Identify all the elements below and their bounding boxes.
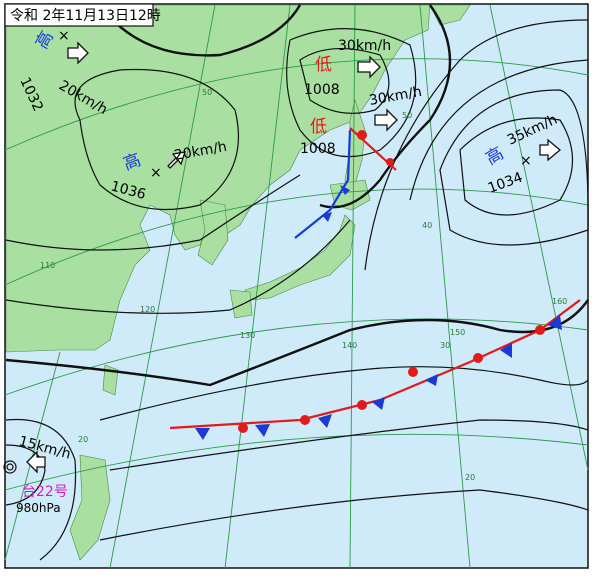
grid-line (349, 4, 356, 569)
grid-labels: 50 50 40 30 20 20 110 120 130 140 150 16… (40, 88, 567, 482)
stationary-front (169, 299, 581, 430)
front-mark (500, 343, 512, 358)
front-mark (425, 374, 438, 386)
grid-line (4, 188, 589, 286)
arrow (167, 151, 186, 169)
grid-label: 110 (40, 261, 55, 270)
grid-label: 50 (402, 111, 412, 120)
front-mark (238, 423, 248, 433)
center-mark: × (58, 28, 70, 44)
front-mark (548, 315, 562, 330)
front-mark (372, 397, 385, 410)
isobar (109, 419, 589, 471)
front-mark (357, 130, 367, 140)
grid-label: 20 (465, 473, 475, 482)
isobar (5, 444, 46, 506)
grid-label: 50 (202, 88, 212, 97)
isobar (74, 68, 239, 211)
title: 令和 2年11月13日12時 (10, 8, 161, 24)
isobar (99, 489, 589, 541)
grid-label: 30 (440, 341, 450, 350)
cold-front (294, 129, 352, 239)
front-mark (322, 212, 332, 222)
isobar (99, 4, 302, 57)
isobar (439, 89, 589, 246)
fronts (169, 127, 581, 440)
taiwan (102, 364, 119, 396)
pressure: 1008 (300, 141, 336, 157)
grid-line (224, 4, 291, 569)
center-mark: × (520, 153, 532, 169)
isobar (319, 4, 452, 209)
isobar (299, 48, 390, 114)
front-mark (535, 325, 545, 335)
arrow (357, 55, 381, 79)
grid-line (4, 58, 589, 151)
grid-label: 140 (342, 341, 357, 350)
high-label: 高 (121, 150, 144, 175)
front-mark (255, 424, 270, 437)
typhoon-center (3, 460, 17, 474)
front-mark (300, 415, 310, 425)
grid-line (419, 4, 471, 569)
grid-label: 20 (78, 435, 88, 444)
front-mark (473, 353, 483, 363)
isobar (286, 28, 417, 158)
front-mark (318, 414, 332, 428)
isobar (5, 219, 351, 314)
arrow (374, 108, 398, 132)
grid-line (4, 433, 589, 491)
pressure: 1008 (304, 82, 340, 98)
low-label: 低 (310, 117, 327, 137)
isobar (364, 19, 589, 271)
low-label: 低 (315, 55, 332, 75)
front-mark (340, 185, 350, 195)
grid-label: 160 (552, 297, 567, 306)
isobar (409, 59, 589, 201)
front-mark (386, 158, 394, 166)
typhoon-name: 台22号 (22, 484, 68, 500)
movement: 30km/h (338, 38, 391, 54)
korea (197, 199, 229, 266)
grid-label: 130 (240, 331, 255, 340)
front-mark (357, 400, 367, 410)
grid-label: 150 (450, 328, 465, 337)
isobar (5, 418, 77, 561)
typhoon-center (6, 463, 14, 471)
arrow (67, 41, 89, 65)
grid-line (109, 4, 216, 569)
front-mark (195, 428, 210, 440)
arrow (26, 450, 46, 474)
center-mark: × (150, 165, 162, 181)
grid-label: 40 (422, 221, 432, 230)
isobar (459, 117, 574, 216)
movement-arrows (26, 41, 562, 474)
isobar (99, 366, 589, 421)
front-mark (408, 367, 418, 377)
typhoon-pressure: 980hPa (16, 501, 61, 515)
philippines (69, 454, 111, 561)
isobar (5, 174, 301, 251)
grid-line (489, 4, 589, 471)
isobar (5, 299, 589, 387)
isobars (3, 4, 589, 561)
land (5, 4, 471, 561)
arrow (539, 138, 562, 162)
title-box (4, 3, 154, 27)
grid-label: 120 (140, 305, 155, 314)
